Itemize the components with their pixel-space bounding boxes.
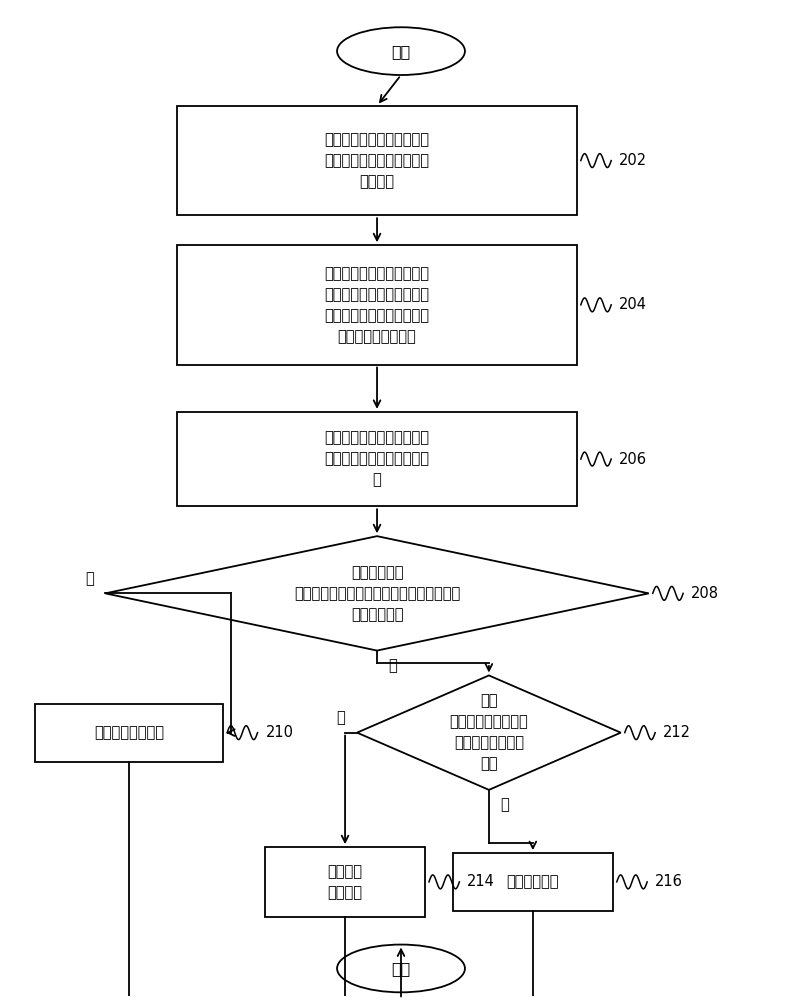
Text: 在自风扇停止
运行时刻起经过第一预设时间后，检测感应
温度是否下降: 在自风扇停止 运行时刻起经过第一预设时间后，检测感应 温度是否下降 bbox=[294, 565, 460, 622]
Text: 210: 210 bbox=[265, 725, 294, 740]
Text: 216: 216 bbox=[655, 874, 683, 889]
Text: 是: 是 bbox=[500, 797, 509, 812]
Text: 214: 214 bbox=[468, 874, 495, 889]
Ellipse shape bbox=[337, 945, 465, 992]
Text: 202: 202 bbox=[619, 153, 647, 168]
FancyBboxPatch shape bbox=[177, 106, 577, 215]
Text: 是: 是 bbox=[85, 571, 94, 586]
FancyBboxPatch shape bbox=[177, 245, 577, 365]
FancyBboxPatch shape bbox=[265, 847, 425, 917]
Text: 212: 212 bbox=[663, 725, 691, 740]
Text: 开始: 开始 bbox=[391, 44, 411, 59]
Text: 控制风扇
开始运行: 控制风扇 开始运行 bbox=[327, 864, 363, 900]
Text: 在检测到感温探头的感应温
度升高时，检测感应温度在
预设时间范围内的温升值是
否达到预设温度阈值: 在检测到感温探头的感应温 度升高时，检测感应温度在 预设时间范围内的温升值是 否… bbox=[325, 266, 430, 344]
Text: 否: 否 bbox=[337, 710, 346, 725]
Ellipse shape bbox=[337, 27, 465, 75]
FancyBboxPatch shape bbox=[35, 704, 223, 762]
Polygon shape bbox=[357, 675, 621, 790]
Text: 208: 208 bbox=[691, 586, 719, 601]
Text: 在检测到温升值达到预设温
度阈值时，控制风扇停止运
行: 在检测到温升值达到预设温 度阈值时，控制风扇停止运 行 bbox=[325, 431, 430, 488]
Text: 在风扇处于运行状态时，实
时检测感温探头的感应温度
是否升高: 在风扇处于运行状态时，实 时检测感温探头的感应温度 是否升高 bbox=[325, 132, 430, 189]
Text: 结束: 结束 bbox=[391, 961, 411, 976]
Text: 生成提示信息: 生成提示信息 bbox=[507, 874, 559, 889]
Text: 控制风扇开始运行: 控制风扇开始运行 bbox=[95, 725, 164, 740]
Text: 204: 204 bbox=[619, 297, 647, 312]
Text: 否: 否 bbox=[389, 658, 397, 673]
Text: 206: 206 bbox=[619, 452, 647, 467]
Polygon shape bbox=[105, 536, 649, 651]
Text: 在经
过第二预设时间后，
检测感应温度是否
上升: 在经 过第二预设时间后， 检测感应温度是否 上升 bbox=[450, 694, 529, 772]
FancyBboxPatch shape bbox=[177, 412, 577, 506]
FancyBboxPatch shape bbox=[453, 853, 613, 911]
